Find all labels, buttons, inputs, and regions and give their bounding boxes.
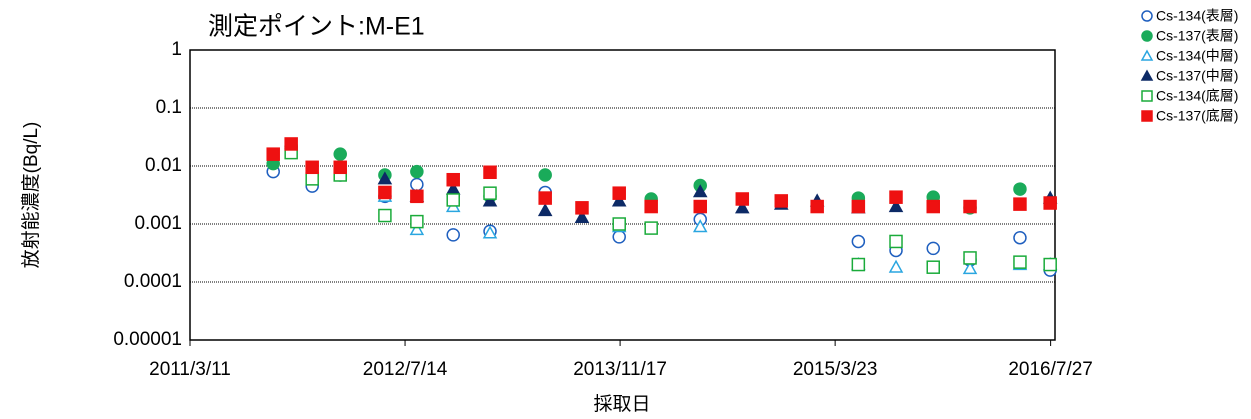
data-point [926, 241, 940, 256]
data-point [612, 217, 626, 231]
x-tick-label: 2012/7/14 [363, 359, 448, 380]
data-point [735, 200, 750, 214]
y-axis-label: 放射能濃度(Bq/L) [20, 122, 42, 269]
data-point [410, 214, 424, 229]
x-tick-label: 2011/3/11 [149, 359, 231, 380]
x-tick-label: 2016/7/27 [1008, 359, 1093, 380]
data-point [612, 230, 626, 244]
data-point [611, 193, 627, 207]
data-point [266, 147, 280, 161]
legend-symbol [1141, 30, 1153, 42]
legend-symbol [1140, 69, 1154, 81]
data-point [333, 160, 347, 175]
data-point [774, 194, 789, 208]
data-point [926, 260, 940, 274]
data-point [284, 137, 298, 151]
data-point [962, 261, 978, 275]
data-point [446, 193, 460, 207]
legend-label: Cs-134(底層) [1156, 88, 1238, 104]
data-point [851, 234, 866, 249]
x-tick-label: 2013/11/17 [573, 359, 667, 380]
y-tick-label: 0.001 [134, 213, 182, 234]
data-point [926, 199, 940, 214]
y-tick-label: 0.0001 [124, 271, 182, 292]
y-tick-label: 1 [171, 39, 182, 60]
legend-symbol [1140, 49, 1154, 61]
data-point [305, 172, 319, 186]
data-point [378, 185, 392, 200]
legend-label: Cs-137(底層) [1156, 108, 1238, 124]
data-point [574, 209, 590, 223]
y-tick-label: 0.00001 [113, 329, 182, 350]
data-point [851, 199, 866, 214]
data-point [482, 225, 498, 239]
data-point [377, 171, 393, 185]
data-point [851, 257, 866, 272]
data-point [482, 193, 498, 207]
data-point [538, 168, 552, 182]
plot-frame [189, 49, 1056, 341]
data-point [410, 164, 424, 179]
data-point [963, 251, 977, 265]
data-point [889, 234, 903, 249]
data-point [692, 219, 708, 233]
legend-label: Cs-134(中層) [1156, 48, 1238, 64]
data-point [888, 198, 904, 213]
data-point [410, 177, 424, 192]
data-point [692, 184, 708, 198]
data-point [446, 172, 460, 187]
legend-symbol [1141, 90, 1153, 102]
data-point [537, 203, 553, 217]
data-point [1013, 230, 1027, 245]
data-point [446, 228, 460, 242]
x-tick-label: 2015/3/23 [793, 359, 878, 380]
chart-title: 測定ポイント:M-E1 [208, 13, 425, 41]
data-point [1013, 197, 1027, 211]
data-point [735, 192, 750, 206]
data-point [810, 199, 824, 214]
legend-symbol [1141, 110, 1153, 122]
data-point [888, 259, 904, 273]
x-axis-label: 採取日 [593, 393, 650, 415]
data-point [483, 165, 497, 180]
data-point [305, 160, 319, 175]
data-point [1013, 255, 1027, 269]
data-point [333, 147, 347, 161]
legend-label: Cs-134(表層) [1156, 8, 1238, 24]
legend-label: Cs-137(表層) [1156, 28, 1238, 44]
data-point [644, 221, 658, 235]
y-tick-label: 0.1 [156, 97, 182, 118]
data-point [1013, 182, 1027, 196]
y-tick-label: 0.01 [145, 155, 182, 176]
data-point [644, 199, 658, 214]
data-point [1043, 257, 1057, 272]
data-point [963, 199, 977, 214]
data-point [538, 191, 552, 205]
data-point [612, 186, 626, 200]
data-point [1043, 196, 1057, 210]
data-point [889, 190, 903, 204]
data-point [693, 199, 707, 214]
legend-label: Cs-137(中層) [1156, 68, 1238, 84]
legend-symbol [1141, 10, 1153, 22]
data-point [483, 186, 497, 200]
data-point [378, 208, 392, 223]
data-point [410, 189, 424, 204]
data-point [409, 222, 425, 236]
data-point [575, 201, 589, 215]
